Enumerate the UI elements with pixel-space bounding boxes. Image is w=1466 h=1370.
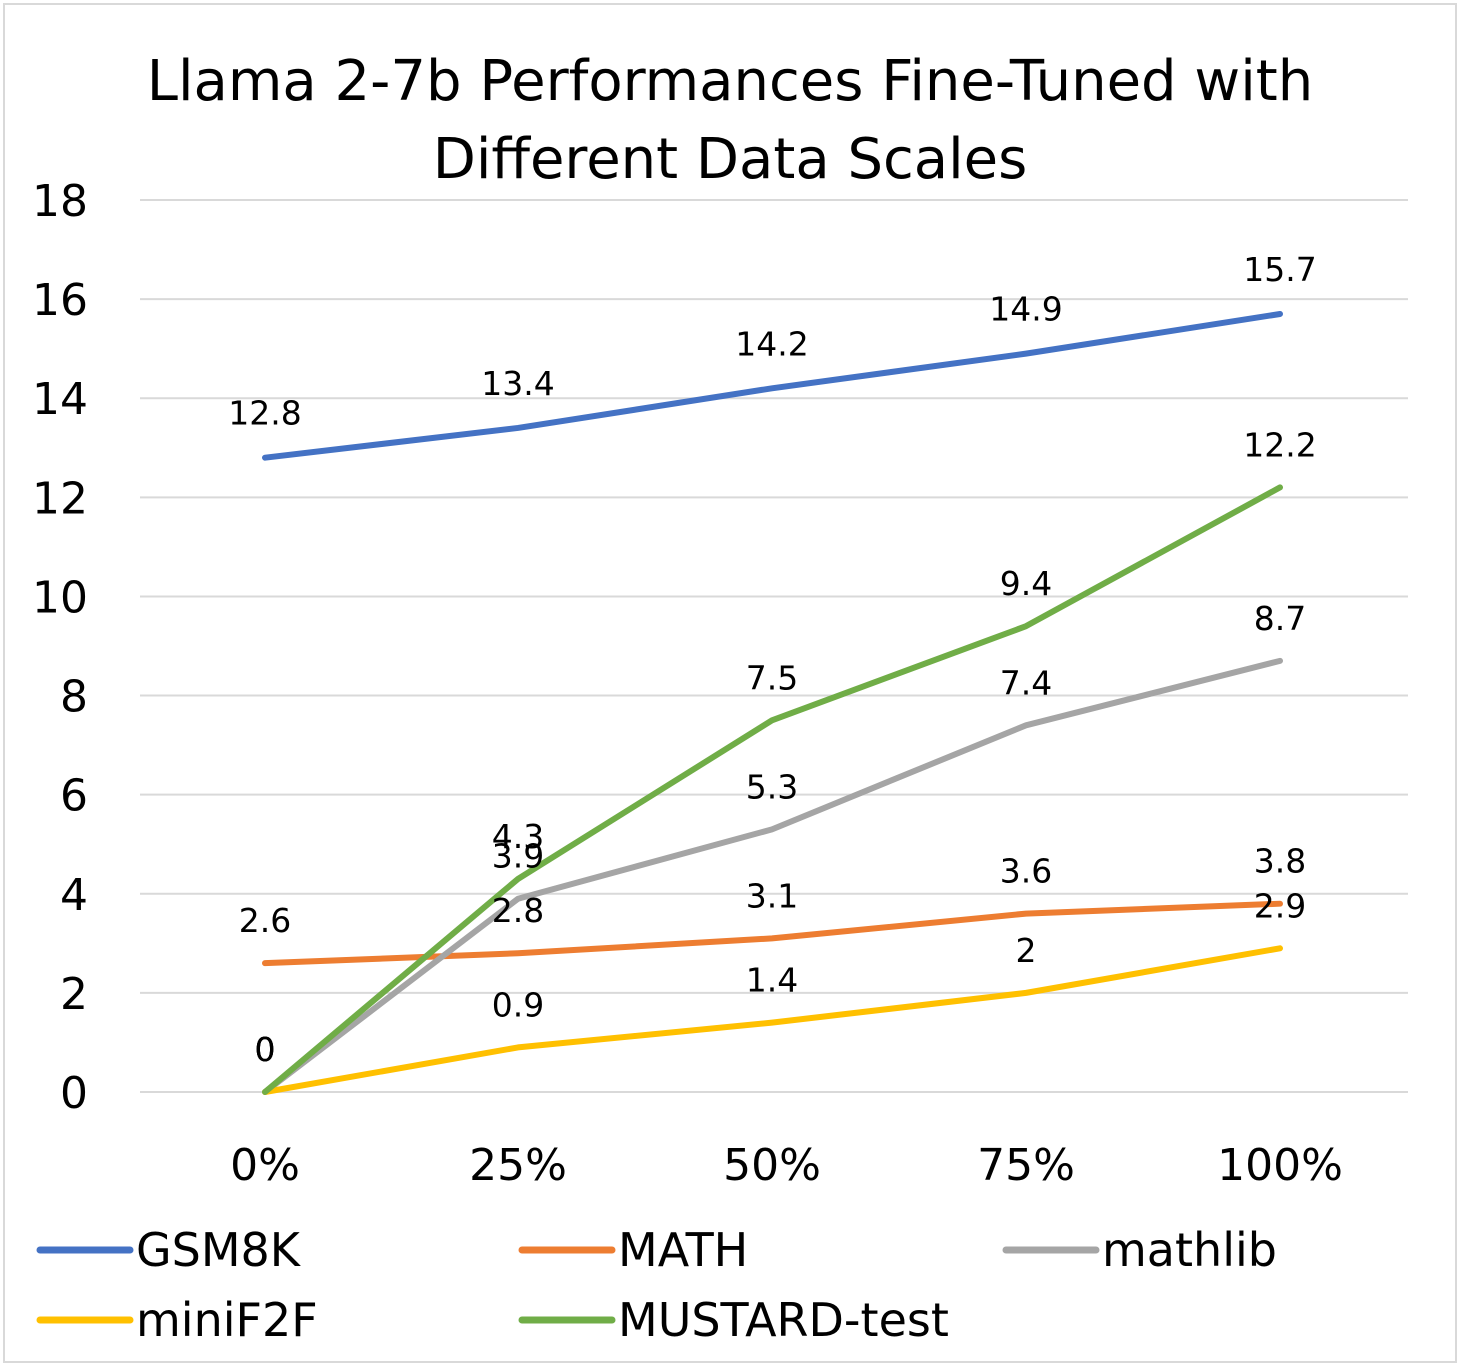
legend-item-mathlib: mathlib	[1002, 1223, 1277, 1277]
legend: GSM8K MATH mathlib miniF2F MUSTARD-test	[36, 1223, 1277, 1347]
data-label-gsm8k: 13.4	[481, 364, 554, 403]
y-tick-label: 4	[60, 870, 88, 921]
chart-frame	[3, 3, 1457, 1363]
data-label-mathlib: 5.3	[746, 767, 798, 806]
x-tick-label: 100%	[1217, 1140, 1343, 1191]
legend-label: miniF2F	[136, 1293, 318, 1347]
legend-item-math: MATH	[518, 1223, 748, 1277]
data-label-minif2f: 0	[255, 1030, 276, 1069]
y-tick-label: 18	[32, 176, 88, 227]
series-line-math	[262, 900, 1283, 967]
series-lines	[262, 310, 1283, 1095]
data-label-math: 3.6	[1000, 852, 1052, 891]
y-tick-label: 8	[60, 672, 88, 723]
series-line-mathlib	[262, 657, 1283, 1095]
data-label-mustard-test: 12.2	[1243, 425, 1316, 464]
data-label-minif2f: 2.9	[1254, 886, 1306, 925]
data-label-mustard-test: 9.4	[1000, 564, 1052, 603]
x-tick-label: 0%	[230, 1140, 300, 1191]
legend-item-minif2f: miniF2F	[36, 1293, 318, 1347]
data-label-math: 3.8	[1254, 842, 1306, 881]
legend-item-mustard-test: MUSTARD-test	[518, 1293, 949, 1347]
data-label-mathlib: 8.7	[1254, 599, 1306, 638]
y-tick-label: 12	[32, 473, 88, 524]
y-tick-label: 0	[60, 1068, 88, 1119]
y-tick-label: 14	[32, 374, 88, 425]
data-label-minif2f: 2	[1016, 931, 1037, 970]
data-label-mustard-test: 4.3	[492, 817, 544, 856]
data-label-gsm8k: 12.8	[228, 394, 301, 433]
data-label-math: 2.6	[239, 901, 291, 940]
data-label-mathlib: 0	[255, 1030, 276, 1069]
gridlines	[140, 199, 1408, 1093]
y-tick-label: 6	[60, 771, 88, 822]
data-label-gsm8k: 14.2	[735, 324, 808, 363]
series-line-gsm8k	[262, 310, 1283, 461]
y-tick-label: 10	[32, 572, 88, 623]
data-label-mustard-test: 0	[255, 1030, 276, 1069]
data-label-gsm8k: 15.7	[1243, 250, 1316, 289]
chart-title-line-1: Llama 2-7b Performances Fine-Tuned with	[147, 49, 1313, 114]
x-tick-label: 75%	[977, 1140, 1075, 1191]
legend-label: mathlib	[1102, 1223, 1277, 1277]
legend-label: GSM8K	[136, 1223, 302, 1277]
series-line-mustard-test	[262, 484, 1283, 1095]
y-axis: 0 2 4 6 8 10 12 14 16 18	[32, 176, 88, 1119]
data-label-minif2f: 1.4	[746, 961, 798, 1000]
legend-label: MUSTARD-test	[618, 1293, 949, 1347]
data-label-math: 2.8	[492, 891, 544, 930]
data-label-mathlib: 7.4	[1000, 663, 1052, 702]
data-label-mathlib: 3.9	[492, 837, 544, 876]
x-tick-label: 50%	[723, 1140, 821, 1191]
data-label-minif2f: 0.9	[492, 985, 544, 1024]
legend-label: MATH	[618, 1223, 748, 1277]
data-label-gsm8k: 14.9	[989, 290, 1062, 329]
data-label-math: 3.1	[746, 876, 798, 915]
data-labels: 12.8 13.4 14.2 14.9 15.7 2.6 2.8 3.1 3.6 3.8 0 3.9 5…	[228, 250, 1316, 1069]
x-axis: 0% 25% 50% 75% 100%	[230, 1140, 1343, 1191]
y-tick-label: 16	[32, 275, 88, 326]
chart-title: Llama 2-7b Performances Fine-Tuned with …	[147, 49, 1313, 192]
x-tick-label: 25%	[469, 1140, 567, 1191]
chart-title-line-2: Different Data Scales	[433, 127, 1028, 192]
y-tick-label: 2	[60, 969, 88, 1020]
series-line-minif2f	[262, 945, 1283, 1095]
data-label-mustard-test: 7.5	[746, 658, 798, 697]
legend-item-gsm8k: GSM8K	[36, 1223, 302, 1277]
